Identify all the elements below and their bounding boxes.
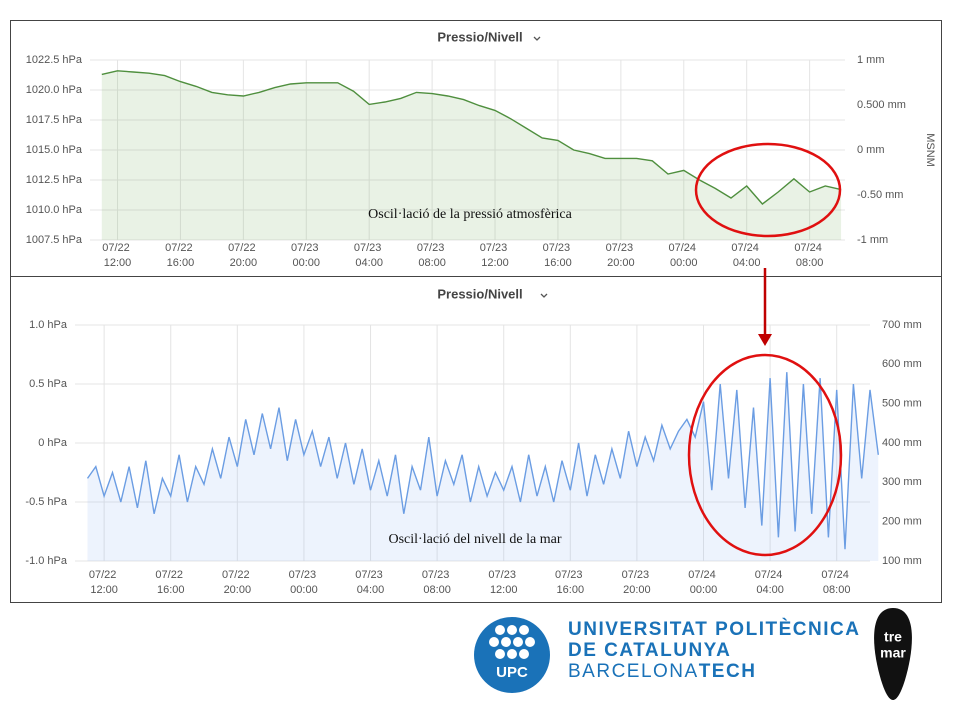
chevron <box>540 293 548 298</box>
y2-tick-label: 700 mm <box>882 319 922 331</box>
x-tick-label: 07/24 00:00 <box>668 242 699 269</box>
y2-tick-label: 500 mm <box>882 398 922 410</box>
x-tick-label: 07/22 16:00 <box>165 242 196 269</box>
tag-part: TECH <box>699 661 757 682</box>
chart-title: Pressio/Nivell <box>437 29 522 44</box>
x-tick-label: 07/23 00:00 <box>289 569 320 596</box>
highlight <box>694 142 842 238</box>
y-tick-label: -0.5 hPa <box>25 496 67 508</box>
highlight <box>687 353 843 557</box>
y2-tick-label: 0 mm <box>857 144 885 156</box>
y-tick-label: 1012.5 hPa <box>26 174 83 186</box>
data-line <box>86 372 879 550</box>
x-tick-label: 07/23 00:00 <box>291 242 322 269</box>
y-tick-label: 1022.5 hPa <box>26 54 83 66</box>
y-tick-label: 1007.5 hPa <box>26 234 83 246</box>
x-tick-label: 07/23 04:00 <box>354 242 385 269</box>
x-tick-label: 07/23 16:00 <box>543 242 574 269</box>
x-tick-label: 07/24 08:00 <box>821 569 852 596</box>
chevron <box>533 36 541 41</box>
y2-tick-label: 200 mm <box>882 516 922 528</box>
y-tick-label: 0 hPa <box>38 437 68 449</box>
x-tick-label: 07/23 08:00 <box>417 242 448 269</box>
area <box>87 372 879 561</box>
x-tick-label: 07/24 08:00 <box>794 242 825 269</box>
x-tick-label: 07/23 12:00 <box>488 569 519 596</box>
x-tick-label: 07/22 16:00 <box>155 569 186 596</box>
y-tick-label: 1010.0 hPa <box>26 204 83 216</box>
bottom-panel <box>10 276 942 603</box>
sea-level-chart: Pressio/Nivell 1.0 hPa 0.5 hPa 0 hPa -0.5 hP… <box>25 286 921 595</box>
y-tick-label: 1017.5 hPa <box>26 114 83 126</box>
y-tick-label: 1020.0 hPa <box>26 84 83 96</box>
annotation: Oscil·lació del nivell de la mar <box>389 532 562 547</box>
data-line <box>101 70 842 205</box>
y2-tick-label: 300 mm <box>882 476 922 488</box>
x-tick-label: 07/23 04:00 <box>355 569 386 596</box>
y2-tick-label: 1 mm <box>857 54 885 66</box>
annotation: Oscil·lació de la pressió atmosfèrica <box>368 207 572 222</box>
x-tick-label: 07/23 20:00 <box>622 569 653 596</box>
y2-tick-label: 400 mm <box>882 437 922 449</box>
x-tick-label: 07/23 16:00 <box>555 569 586 596</box>
x-tick-label: 07/24 04:00 <box>731 242 762 269</box>
area <box>101 70 842 240</box>
tremar-text: tre <box>884 629 902 645</box>
y-tick-label: 0.5 hPa <box>29 378 68 390</box>
pressure-chart: Pressio/Nivell 1022.5 hPa 1020.0 hPa 1017.5… <box>26 29 936 268</box>
x-tick-label: 07/24 00:00 <box>688 569 719 596</box>
x-tick-label: 07/22 12:00 <box>89 569 120 596</box>
x-tick-label: 07/24 04:00 <box>755 569 786 596</box>
y2-tick-label: 600 mm <box>882 358 922 370</box>
y2-tick-label: 0.500 mm <box>857 99 906 111</box>
x-tick-label: 07/22 20:00 <box>222 569 253 596</box>
y2-axis-label: MSNM <box>924 133 936 167</box>
x-tick-label: 07/22 20:00 <box>228 242 259 269</box>
y2-tick-label: -1 mm <box>857 234 888 246</box>
tremar-text: mar <box>880 645 906 661</box>
chart-title: Pressio/Nivell <box>437 286 522 301</box>
y-tick-label: -1.0 hPa <box>25 555 67 567</box>
upc-text: UPC <box>496 664 528 681</box>
x-tick-label: 07/23 20:00 <box>606 242 637 269</box>
y2-tick-label: 100 mm <box>882 555 922 567</box>
tag-part: BARCELONA <box>568 661 699 682</box>
tremar-logo <box>874 608 912 700</box>
y-tick-label: 1015.0 hPa <box>26 144 83 156</box>
x-tick-label: 07/23 12:00 <box>480 242 511 269</box>
y2-tick-label: -0.50 mm <box>857 189 903 201</box>
university-name: UNIVERSITAT POLITÈCNICA <box>568 618 860 640</box>
upc-dots <box>489 625 535 659</box>
arrow-head <box>758 334 772 346</box>
university-tag: BARCELONATECH <box>568 661 756 682</box>
x-tick-label: 07/22 12:00 <box>102 242 133 269</box>
university-name: DE CATALUNYA <box>568 640 731 661</box>
x-tick-label: 07/23 08:00 <box>422 569 453 596</box>
y-tick-label: 1.0 hPa <box>29 319 68 331</box>
